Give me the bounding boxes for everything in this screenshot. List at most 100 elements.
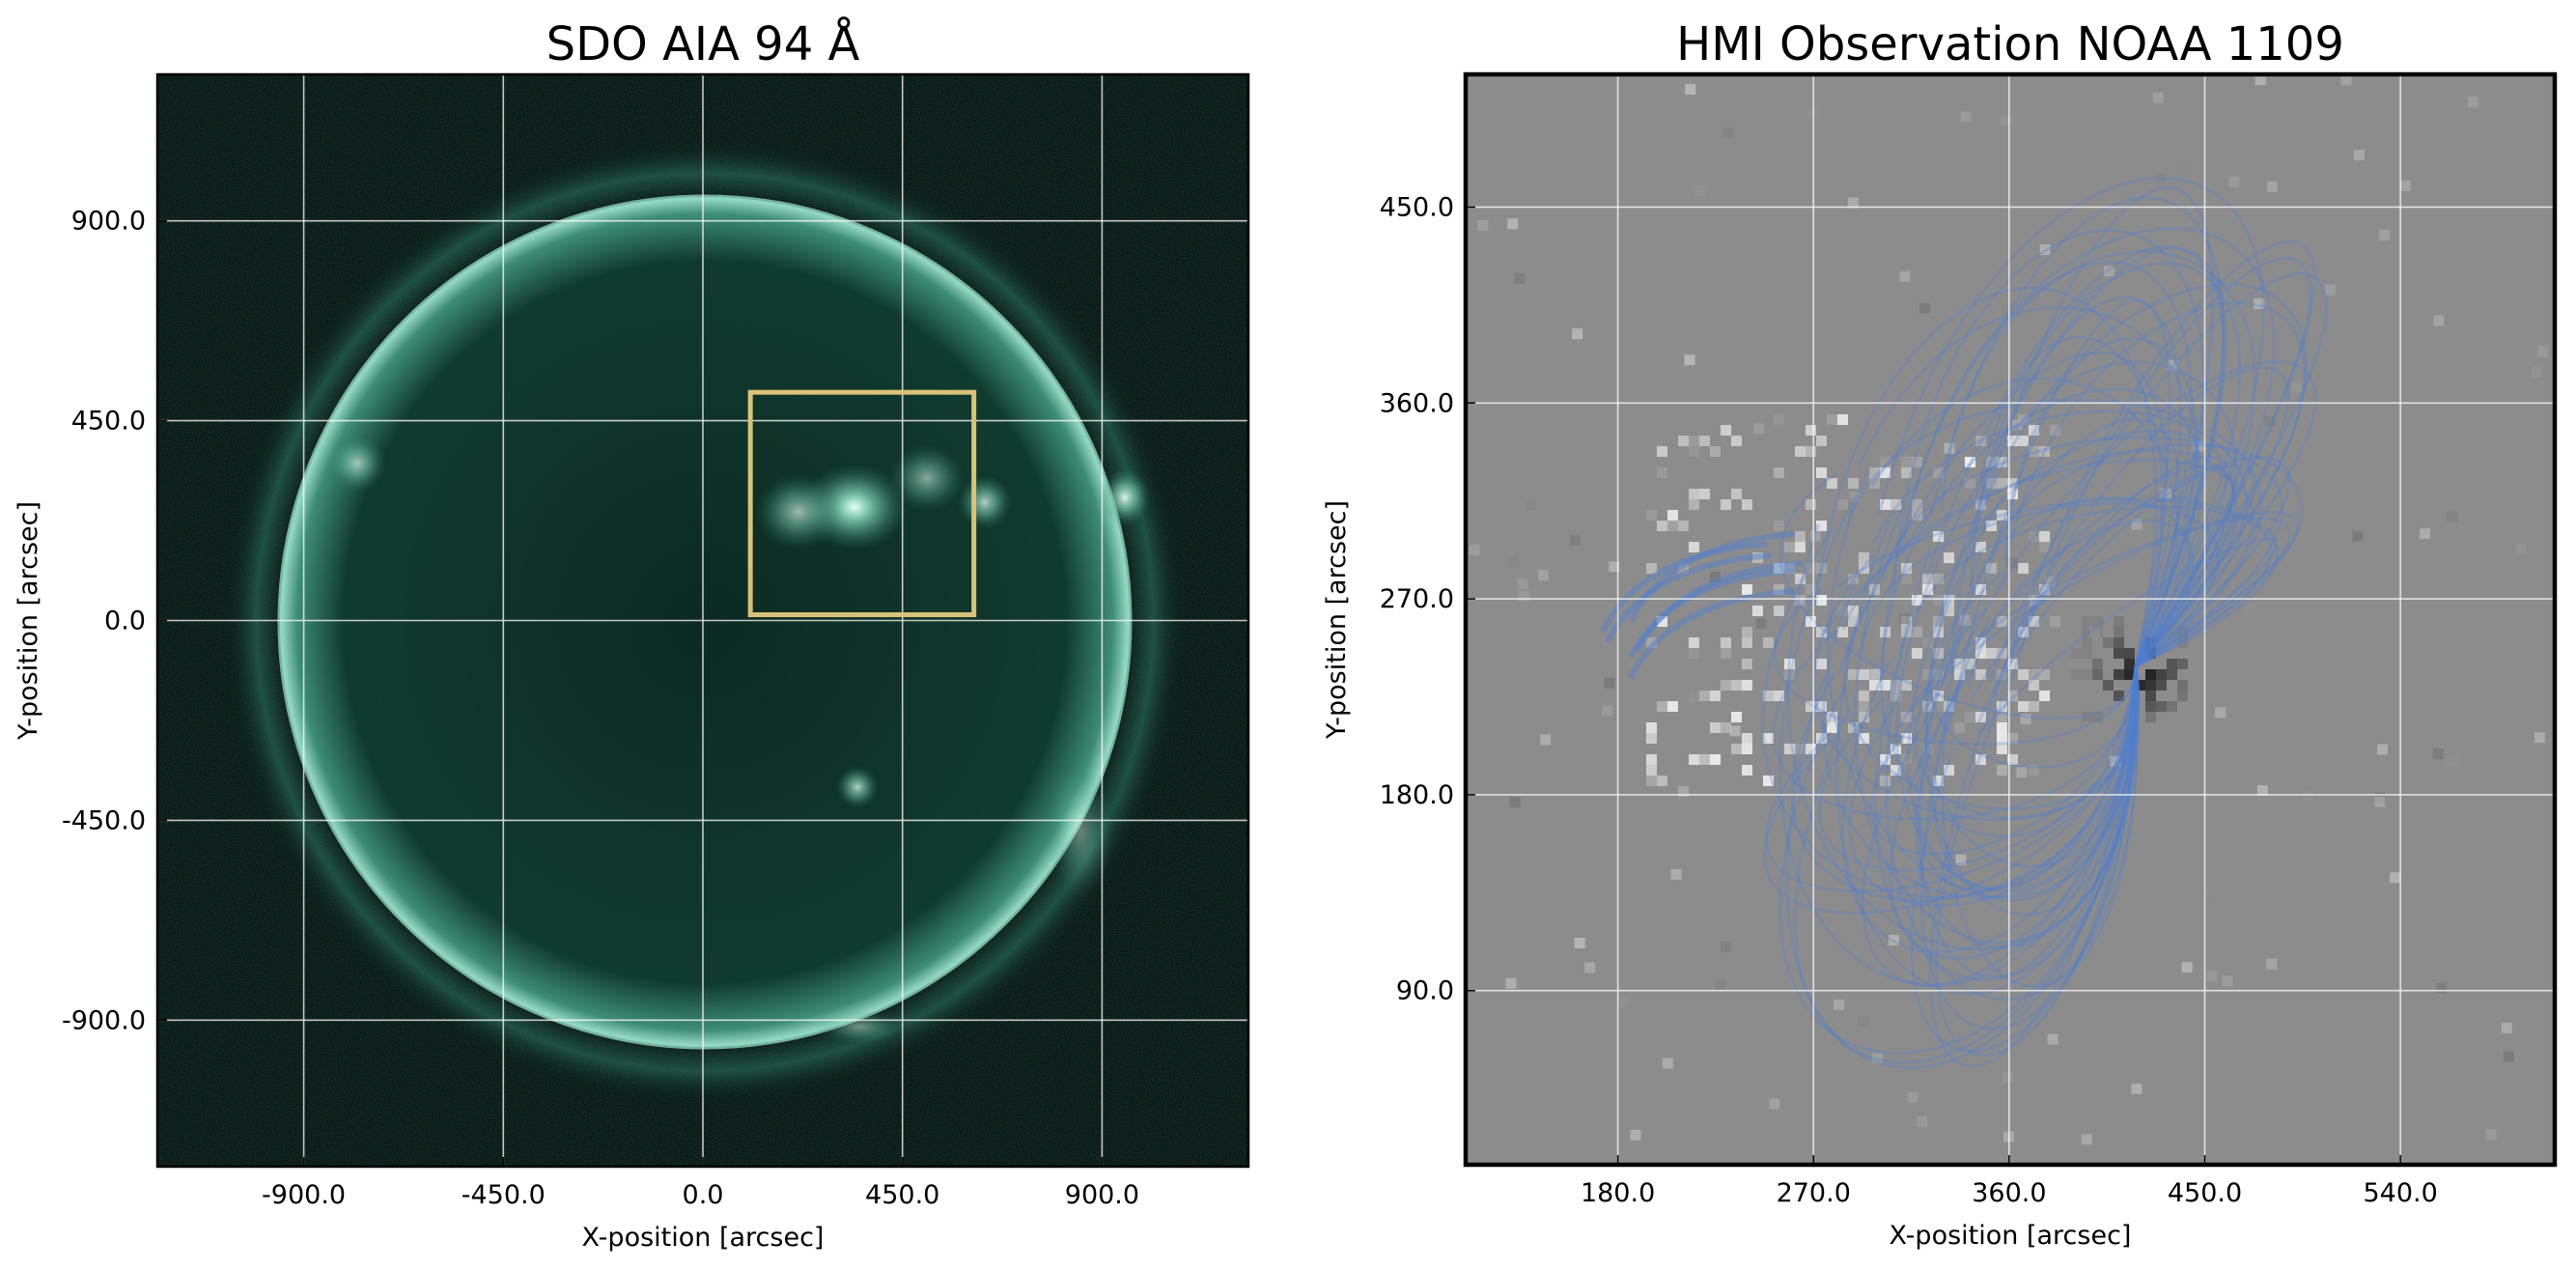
field-line (1890, 517, 2291, 743)
magnetogram-pixel (2160, 488, 2171, 499)
magnetogram-pixel (2018, 627, 2029, 637)
magnetogram-pixel (1848, 669, 1859, 680)
magnetogram-pixel (1965, 478, 1975, 489)
field-line (1891, 228, 2205, 667)
magnetogram-pixel (2266, 181, 2278, 192)
magnetogram-pixel (1731, 680, 1742, 691)
magnetogram-pixel (1710, 722, 1721, 733)
magnetogram-pixel (1742, 744, 1752, 754)
field-line (1772, 630, 2138, 821)
magnetogram-pixel (2029, 446, 2039, 457)
magnetogram-pixel (1816, 627, 1827, 637)
magnetogram-pixel (2228, 176, 2240, 187)
magnetogram-pixel (1678, 521, 1689, 531)
magnetogram-pixel (2167, 669, 2177, 680)
magnetogram-pixel (1997, 744, 2007, 754)
field-line (1971, 496, 2195, 668)
field-line (2002, 336, 2198, 667)
magnetogram-pixel (2071, 669, 2082, 680)
magnetogram-pixel (1729, 725, 1741, 737)
x-tick-label: -900.0 (262, 1180, 346, 1210)
field-line (1813, 286, 2158, 667)
magnetogram-pixel (1806, 499, 1816, 510)
magnetogram-pixel (1901, 563, 1912, 574)
magnetogram-pixel (2039, 691, 2050, 701)
magnetogram-pixel (2501, 1023, 2512, 1034)
magnetogram-pixel (1859, 552, 1869, 563)
magnetogram-pixel (1901, 680, 1912, 691)
magnetogram-pixel (1869, 584, 1880, 595)
magnetogram-pixel (1540, 734, 1552, 746)
magnetogram-pixel (1774, 467, 1784, 478)
magnetogram-pixel (1722, 127, 1734, 139)
magnetogram-pixel (1662, 1058, 1673, 1069)
magnetogram-pixel (1922, 701, 1933, 712)
magnetogram-pixel (1975, 637, 1986, 648)
field-line (1940, 249, 2257, 667)
field-line (1793, 665, 2138, 1064)
magnetogram-pixel (2376, 744, 2388, 755)
magnetogram-pixel (2399, 180, 2411, 191)
field-line (1981, 366, 2290, 732)
magnetogram-pixel (1795, 595, 1806, 606)
magnetogram-pixel (2537, 346, 2549, 357)
magnetogram-pixel (2156, 680, 2167, 691)
magnetogram-pixel (1685, 84, 1696, 96)
magnetogram-pixel (2001, 114, 2012, 126)
magnetogram-pixel (2029, 680, 2039, 691)
magnetogram-pixel (2467, 97, 2478, 108)
magnetogram-pixel (1763, 637, 1774, 648)
magnetogram-pixel (2089, 627, 2101, 638)
magnetogram-pixel (1667, 701, 1678, 712)
magnetogram-pixel (1848, 616, 1859, 627)
magnetogram-pixel (2204, 887, 2216, 898)
magnetogram-pixel (1837, 499, 1848, 510)
y-tick-label: -450.0 (62, 805, 146, 835)
magnetogram-pixel (1965, 659, 1975, 669)
field-line (1924, 494, 2138, 868)
magnetogram-pixel (1694, 185, 1706, 197)
field-line (1940, 417, 2181, 688)
magnetogram-pixel (2071, 648, 2082, 659)
magnetogram-pixel (1678, 436, 1689, 446)
magnetogram-pixel (1922, 584, 1933, 595)
field-line (1872, 409, 2248, 668)
magnetogram-pixel (2177, 680, 2188, 691)
x-tick-label: 180.0 (1581, 1178, 1655, 1208)
field-line (1880, 436, 2283, 668)
magnetogram-pixel (2082, 669, 2092, 680)
field-line (1827, 466, 2138, 899)
magnetogram-pixel (2353, 150, 2365, 161)
magnetogram-pixel (1848, 606, 1859, 616)
magnetogram-pixel (1912, 595, 1922, 606)
magnetogram-pixel (1899, 270, 1911, 282)
magnetogram-pixel (1572, 328, 1583, 340)
y-axis-label: Y-position [arcsec] (1322, 500, 1352, 740)
magnetogram-pixel (1795, 542, 1806, 552)
magnetogram-pixel (1816, 521, 1827, 531)
field-line (1600, 541, 1768, 633)
magnetogram-pixel (1816, 595, 1827, 606)
magnetogram-pixel (1901, 754, 1912, 765)
y-tick-label: 270.0 (1380, 584, 1454, 614)
field-line (1929, 573, 2138, 769)
y-tick-label: 450.0 (1380, 192, 1454, 222)
magnetogram-pixel (2011, 877, 2023, 889)
magnetogram-pixel (2177, 691, 2188, 701)
magnetogram-pixel (1667, 521, 1678, 531)
magnetogram-pixel (1959, 614, 1971, 626)
field-line (1959, 360, 2317, 668)
magnetogram-pixel (1975, 669, 1986, 680)
magnetogram-pixel (1997, 733, 2007, 744)
magnetogram-pixel (1933, 648, 1944, 659)
magnetogram-pixel (2152, 92, 2164, 103)
magnetogram-pixel (2145, 712, 2156, 722)
magnetogram-pixel (1975, 542, 1986, 552)
magnetogram-pixel (1806, 616, 1816, 627)
magnetogram-pixel (2039, 584, 2050, 595)
field-line (1877, 177, 2265, 667)
magnetogram-pixel (1609, 561, 1620, 573)
field-line (1941, 550, 2140, 988)
magnetogram-pixel (1753, 423, 1765, 435)
